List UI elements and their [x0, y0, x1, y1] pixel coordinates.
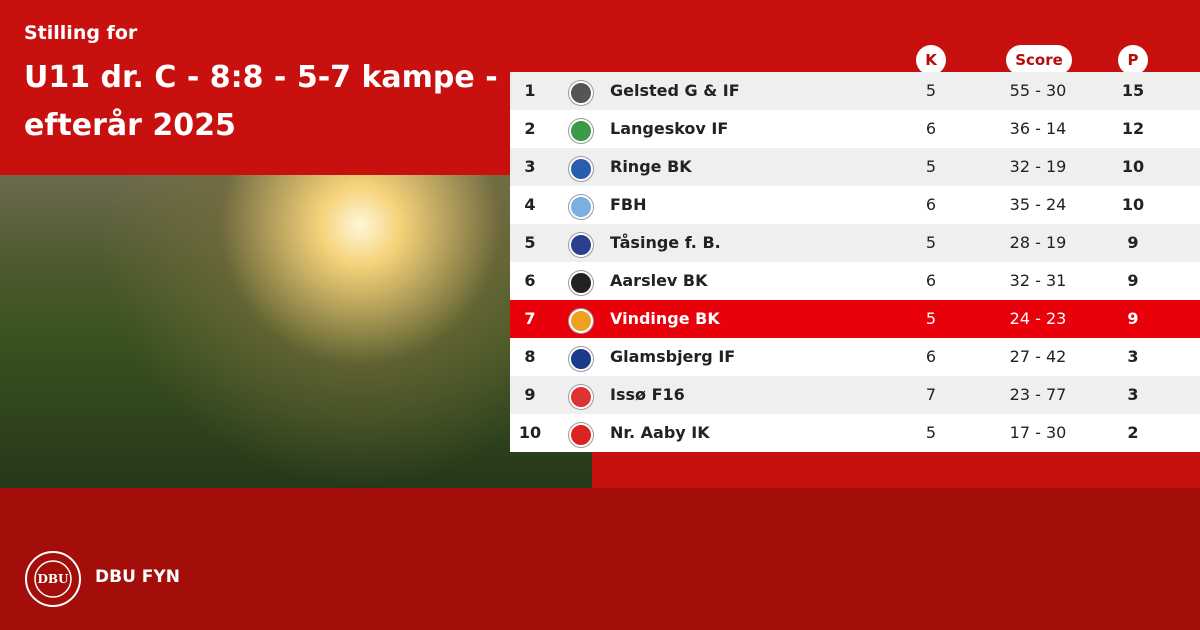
rank: 10 — [518, 423, 542, 442]
team-logo — [569, 309, 593, 333]
score: 36 - 14 — [1009, 119, 1067, 138]
points: 10 — [1121, 195, 1145, 214]
played: 6 — [925, 195, 937, 214]
rank: 2 — [524, 119, 536, 138]
score: 27 - 42 — [1009, 347, 1067, 366]
score: 17 - 30 — [1009, 423, 1067, 442]
rank: 4 — [524, 195, 536, 214]
table-row: 1 Gelsted G & IF 5 55 - 30 15 — [510, 72, 1200, 110]
team-name: Glamsbjerg IF — [610, 347, 736, 366]
team-logo — [569, 385, 593, 409]
team-logo — [569, 233, 593, 257]
rank: 6 — [524, 271, 536, 290]
logo-text: DBU — [37, 572, 69, 586]
rank: 8 — [524, 347, 536, 366]
table-row: 4 FBH 6 35 - 24 10 — [510, 186, 1200, 224]
team-logo — [569, 271, 593, 295]
table-row: 10 Nr. Aaby IK 5 17 - 30 2 — [510, 414, 1200, 452]
team-name: Gelsted G & IF — [610, 81, 740, 100]
table-row: 3 Ringe BK 5 32 - 19 10 — [510, 148, 1200, 186]
played: 5 — [925, 233, 937, 252]
rank: 9 — [524, 385, 536, 404]
table-row: 7 Vindinge BK 5 24 - 23 9 — [510, 300, 1200, 338]
played: 5 — [925, 81, 937, 100]
title: U11 dr. C - 8:8 - 5-7 kampe - efterår 20… — [24, 60, 498, 143]
played: 7 — [925, 385, 937, 404]
score: 32 - 31 — [1009, 271, 1067, 290]
subtitle: Stilling for — [24, 22, 138, 44]
points: 3 — [1127, 347, 1139, 366]
column-header: K — [916, 45, 946, 75]
score: 55 - 30 — [1009, 81, 1067, 100]
score: 24 - 23 — [1009, 309, 1067, 328]
team-name: FBH — [610, 195, 647, 214]
team-logo — [569, 423, 593, 447]
team-name: Vindinge BK — [610, 309, 720, 328]
points: 2 — [1127, 423, 1139, 442]
team-logo — [569, 347, 593, 371]
rank: 3 — [524, 157, 536, 176]
footer-band — [0, 488, 1200, 630]
team-name: Aarslev BK — [610, 271, 708, 290]
played: 5 — [925, 309, 937, 328]
played: 5 — [925, 157, 937, 176]
table-row: 5 Tåsinge f. B. 5 28 - 19 9 — [510, 224, 1200, 262]
played: 6 — [925, 347, 937, 366]
team-name: Nr. Aaby IK — [610, 423, 710, 442]
points: 15 — [1121, 81, 1145, 100]
table-row: 6 Aarslev BK 6 32 - 31 9 — [510, 262, 1200, 300]
score: 28 - 19 — [1009, 233, 1067, 252]
team-name: Issø F16 — [610, 385, 685, 404]
dbu-logo: DBU — [25, 551, 81, 607]
points: 9 — [1127, 309, 1139, 328]
team-logo — [569, 81, 593, 105]
team-logo — [569, 119, 593, 143]
played: 6 — [925, 119, 937, 138]
played: 6 — [925, 271, 937, 290]
table-row: 2 Langeskov IF 6 36 - 14 12 — [510, 110, 1200, 148]
points: 3 — [1127, 385, 1139, 404]
column-header: P — [1118, 45, 1148, 75]
rank: 7 — [524, 309, 536, 328]
score: 35 - 24 — [1009, 195, 1067, 214]
team-logo — [569, 157, 593, 181]
played: 5 — [925, 423, 937, 442]
score: 32 - 19 — [1009, 157, 1067, 176]
photo — [0, 175, 592, 488]
table-row: 8 Glamsbjerg IF 6 27 - 42 3 — [510, 338, 1200, 376]
rank: 1 — [524, 81, 536, 100]
points: 12 — [1121, 119, 1145, 138]
brand: DBU FYN — [95, 567, 180, 587]
column-header: Score — [1006, 45, 1072, 75]
team-name: Ringe BK — [610, 157, 692, 176]
points: 10 — [1121, 157, 1145, 176]
points: 9 — [1127, 233, 1139, 252]
team-logo — [569, 195, 593, 219]
score: 23 - 77 — [1009, 385, 1067, 404]
table-row: 9 Issø F16 7 23 - 77 3 — [510, 376, 1200, 414]
team-name: Tåsinge f. B. — [610, 233, 721, 252]
rank: 5 — [524, 233, 536, 252]
points: 9 — [1127, 271, 1139, 290]
team-name: Langeskov IF — [610, 119, 729, 138]
